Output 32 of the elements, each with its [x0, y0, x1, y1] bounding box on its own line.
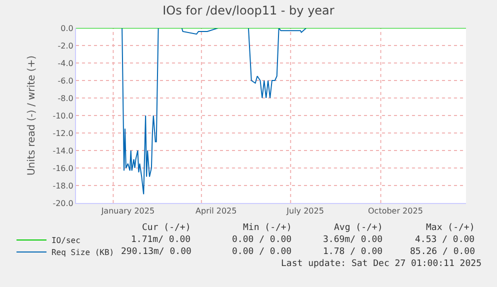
legend-label: Req Size (KB) [51, 248, 114, 258]
text: 85.26 / 0.00 [410, 247, 476, 257]
text: Last update: Sat Dec 27 01:00:11 2025 [281, 259, 482, 269]
chart-title: IOs for /dev/loop11 - by year [162, 3, 334, 18]
text: 0.00 / 0.00 [232, 247, 292, 257]
y-tick-label: 0.0 [60, 24, 74, 33]
y-tick-label: -8.0 [58, 94, 74, 103]
y-tick-label: -12.0 [52, 128, 74, 138]
y-tick-label: -10.0 [52, 111, 74, 120]
x-tick-label: October 2025 [368, 206, 423, 216]
y-tick-label: -2.0 [58, 41, 74, 50]
text: Max (-/+) [426, 223, 475, 233]
x-tick-label: July 2025 [286, 206, 324, 216]
text: Min (-/+) [243, 223, 292, 233]
text: Cur (-/+) [142, 223, 191, 233]
text: 1.71m/ 0.00 [131, 235, 191, 245]
y-tick-label: -14.0 [52, 146, 74, 156]
y-tick-label: -18.0 [52, 181, 74, 190]
text: 4.53 / 0.00 [415, 235, 475, 245]
x-tick-label: April 2025 [196, 206, 237, 216]
legend-label: IO/sec [51, 236, 81, 246]
text: Avg (-/+) [334, 223, 383, 233]
y-tick-label: -6.0 [58, 76, 74, 86]
y-tick-label: -20.0 [52, 198, 74, 208]
text: 3.69m/ 0.00 [323, 235, 383, 245]
y-tick-label: -16.0 [52, 164, 74, 173]
text: 0.00 / 0.00 [232, 235, 292, 245]
text: 1.78 / 0.00 [323, 247, 383, 257]
x-tick-label: January 2025 [100, 206, 155, 216]
text: 290.13m/ 0.00 [121, 247, 192, 257]
y-axis-title: Units read (-) / write (+) [26, 55, 38, 176]
y-tick-label: -4.0 [58, 58, 74, 68]
